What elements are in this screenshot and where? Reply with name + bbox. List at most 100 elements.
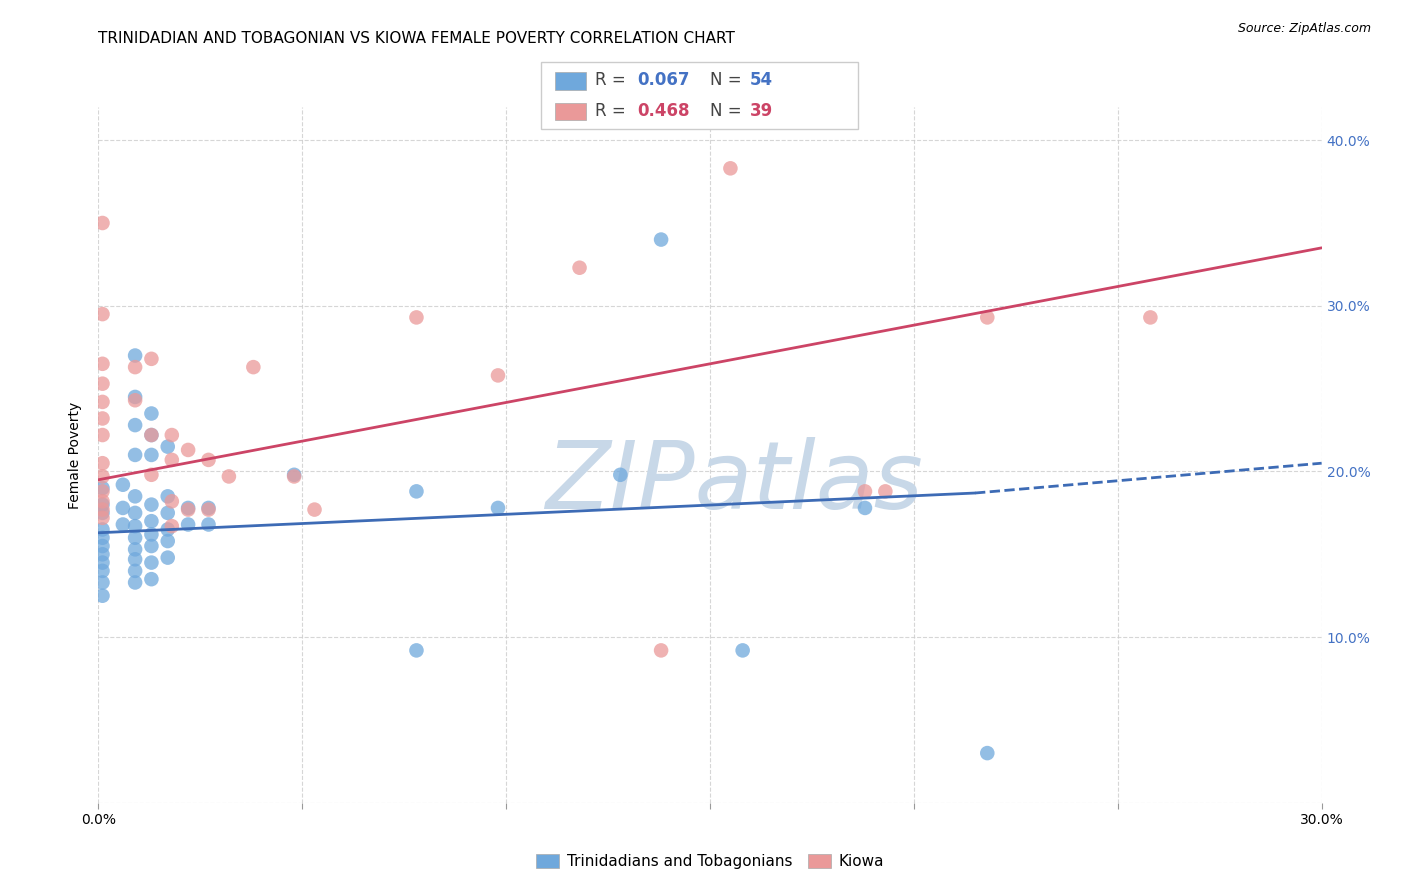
Point <box>650 233 672 247</box>
Point <box>197 517 219 532</box>
Point <box>218 469 240 483</box>
Point <box>486 500 509 515</box>
Point <box>91 456 114 470</box>
Point <box>91 589 114 603</box>
Point <box>720 161 742 176</box>
Point <box>124 489 146 503</box>
Point <box>141 539 163 553</box>
Text: TRINIDADIAN AND TOBAGONIAN VS KIOWA FEMALE POVERTY CORRELATION CHART: TRINIDADIAN AND TOBAGONIAN VS KIOWA FEMA… <box>98 31 735 46</box>
Point <box>91 395 114 409</box>
Point <box>160 519 183 533</box>
Text: N =: N = <box>710 103 747 120</box>
Point <box>177 442 200 457</box>
Point <box>124 360 146 375</box>
Point <box>160 494 183 508</box>
Point <box>91 411 114 425</box>
Point <box>283 467 305 482</box>
Point <box>124 349 146 363</box>
Point <box>242 360 264 375</box>
Point <box>91 307 114 321</box>
Point <box>976 746 998 760</box>
Text: Source: ZipAtlas.com: Source: ZipAtlas.com <box>1237 22 1371 36</box>
Point <box>405 310 427 325</box>
Point <box>124 542 146 557</box>
Point <box>91 376 114 391</box>
Point <box>91 547 114 561</box>
Point <box>160 453 183 467</box>
Point <box>156 534 179 549</box>
Point <box>141 514 163 528</box>
Text: 0.067: 0.067 <box>637 71 689 89</box>
Point <box>141 428 163 442</box>
Text: 0.468: 0.468 <box>637 103 689 120</box>
Point <box>91 481 114 495</box>
Point <box>124 575 146 590</box>
Point <box>141 467 163 482</box>
Point <box>111 517 134 532</box>
Point <box>160 428 183 442</box>
Point <box>141 527 163 541</box>
Point <box>91 523 114 537</box>
Point <box>141 351 163 366</box>
Text: R =: R = <box>595 71 631 89</box>
Point <box>156 506 179 520</box>
Point <box>177 517 200 532</box>
Point <box>197 502 219 516</box>
Point <box>111 500 134 515</box>
Text: ZIPatlas: ZIPatlas <box>546 437 924 528</box>
Point <box>1139 310 1161 325</box>
Point <box>124 390 146 404</box>
Point <box>91 511 114 525</box>
Point <box>124 506 146 520</box>
Point <box>124 519 146 533</box>
Point <box>405 643 427 657</box>
Point <box>141 498 163 512</box>
Point <box>304 502 326 516</box>
Point <box>141 556 163 570</box>
Point <box>124 564 146 578</box>
Point <box>177 500 200 515</box>
Point <box>976 310 998 325</box>
Point <box>568 260 591 275</box>
Point <box>156 440 179 454</box>
Point <box>853 500 876 515</box>
Point <box>124 552 146 566</box>
Point <box>124 531 146 545</box>
Point <box>156 489 179 503</box>
Point <box>91 494 114 508</box>
Point <box>141 428 163 442</box>
Point <box>156 523 179 537</box>
Point <box>141 448 163 462</box>
Point <box>124 448 146 462</box>
Point <box>91 502 114 516</box>
Point <box>141 572 163 586</box>
Point <box>283 469 305 483</box>
Point <box>91 575 114 590</box>
Point <box>875 484 897 499</box>
Point <box>731 643 754 657</box>
Point <box>91 539 114 553</box>
Point <box>124 418 146 433</box>
Text: N =: N = <box>710 71 747 89</box>
Point <box>91 428 114 442</box>
Point <box>486 368 509 383</box>
Point <box>91 357 114 371</box>
Text: 54: 54 <box>749 71 772 89</box>
Point <box>853 484 876 499</box>
Point <box>91 556 114 570</box>
Point <box>91 531 114 545</box>
Y-axis label: Female Poverty: Female Poverty <box>69 401 83 508</box>
Point <box>197 453 219 467</box>
Point <box>156 550 179 565</box>
Text: R =: R = <box>595 103 631 120</box>
Point <box>405 484 427 499</box>
Point <box>91 469 114 483</box>
Legend: Trinidadians and Tobagonians, Kiowa: Trinidadians and Tobagonians, Kiowa <box>530 847 890 875</box>
Point <box>197 500 219 515</box>
Point <box>91 498 114 512</box>
Point <box>609 467 631 482</box>
Point <box>91 506 114 520</box>
Point <box>177 502 200 516</box>
Text: 39: 39 <box>749 103 773 120</box>
Point <box>111 477 134 491</box>
